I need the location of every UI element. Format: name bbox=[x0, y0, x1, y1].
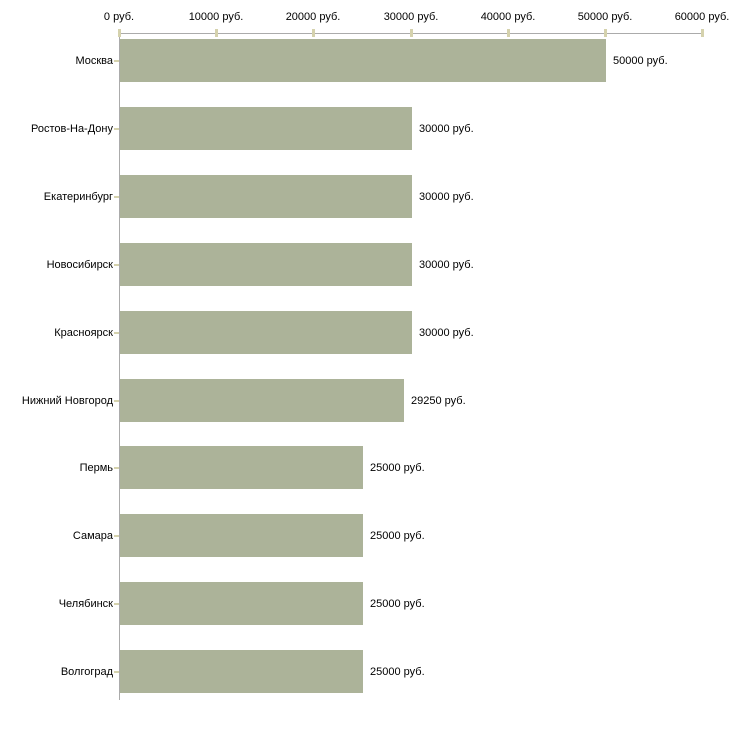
bar-value-label: 30000 руб. bbox=[419, 259, 474, 271]
x-axis-tick-label: 60000 руб. bbox=[674, 11, 730, 23]
bar bbox=[120, 514, 363, 557]
bar bbox=[120, 446, 363, 489]
y-axis-tick bbox=[114, 128, 119, 130]
x-axis-tick bbox=[118, 29, 121, 37]
y-axis-tick bbox=[114, 535, 119, 537]
y-axis-tick bbox=[114, 264, 119, 266]
x-axis-tick-label: 30000 руб. bbox=[383, 11, 439, 23]
bar bbox=[120, 107, 412, 150]
y-axis-category-label: Самара bbox=[72, 530, 113, 542]
y-axis-tick bbox=[114, 60, 119, 62]
y-axis-tick bbox=[114, 603, 119, 605]
y-axis-category-label: Пермь bbox=[79, 462, 113, 474]
bar-value-label: 30000 руб. bbox=[419, 191, 474, 203]
x-axis-tick-label: 40000 руб. bbox=[480, 11, 536, 23]
y-axis-tick bbox=[114, 196, 119, 198]
x-axis-tick bbox=[604, 29, 607, 37]
bar bbox=[120, 39, 606, 82]
bar-value-label: 29250 руб. bbox=[411, 395, 466, 407]
y-axis-category-label: Красноярск bbox=[54, 327, 113, 339]
x-axis-tick bbox=[312, 29, 315, 37]
bar bbox=[120, 175, 412, 218]
x-axis-tick bbox=[215, 29, 218, 37]
y-axis-tick bbox=[114, 467, 119, 469]
y-axis-line bbox=[119, 33, 120, 700]
bar bbox=[120, 650, 363, 693]
bar-value-label: 25000 руб. bbox=[370, 598, 425, 610]
bar-value-label: 30000 руб. bbox=[419, 327, 474, 339]
y-axis-tick bbox=[114, 400, 119, 402]
y-axis-category-label: Челябинск bbox=[58, 598, 113, 610]
y-axis-category-label: Новосибирск bbox=[46, 259, 113, 271]
bar-value-label: 25000 руб. bbox=[370, 530, 425, 542]
bar bbox=[120, 582, 363, 625]
bar-value-label: 30000 руб. bbox=[419, 123, 474, 135]
bar bbox=[120, 311, 412, 354]
x-axis-tick-label: 20000 руб. bbox=[285, 11, 341, 23]
y-axis-category-label: Волгоград bbox=[60, 666, 113, 678]
x-axis-tick-label: 0 руб. bbox=[103, 11, 135, 23]
x-axis-tick bbox=[701, 29, 704, 37]
y-axis-tick bbox=[114, 332, 119, 334]
bar-value-label: 50000 руб. bbox=[613, 55, 668, 67]
x-axis-tick-label: 50000 руб. bbox=[577, 11, 633, 23]
bar-value-label: 25000 руб. bbox=[370, 462, 425, 474]
y-axis-category-label: Москва bbox=[75, 55, 113, 67]
y-axis-category-label: Нижний Новгород bbox=[21, 395, 113, 407]
bar bbox=[120, 379, 404, 422]
x-axis-tick-label: 10000 руб. bbox=[188, 11, 244, 23]
y-axis-tick bbox=[114, 671, 119, 673]
bar bbox=[120, 243, 412, 286]
x-axis-tick bbox=[410, 29, 413, 37]
y-axis-category-label: Екатеринбург bbox=[43, 191, 113, 203]
bar-value-label: 25000 руб. bbox=[370, 666, 425, 678]
y-axis-category-label: Ростов-На-Дону bbox=[30, 123, 113, 135]
x-axis-tick bbox=[507, 29, 510, 37]
